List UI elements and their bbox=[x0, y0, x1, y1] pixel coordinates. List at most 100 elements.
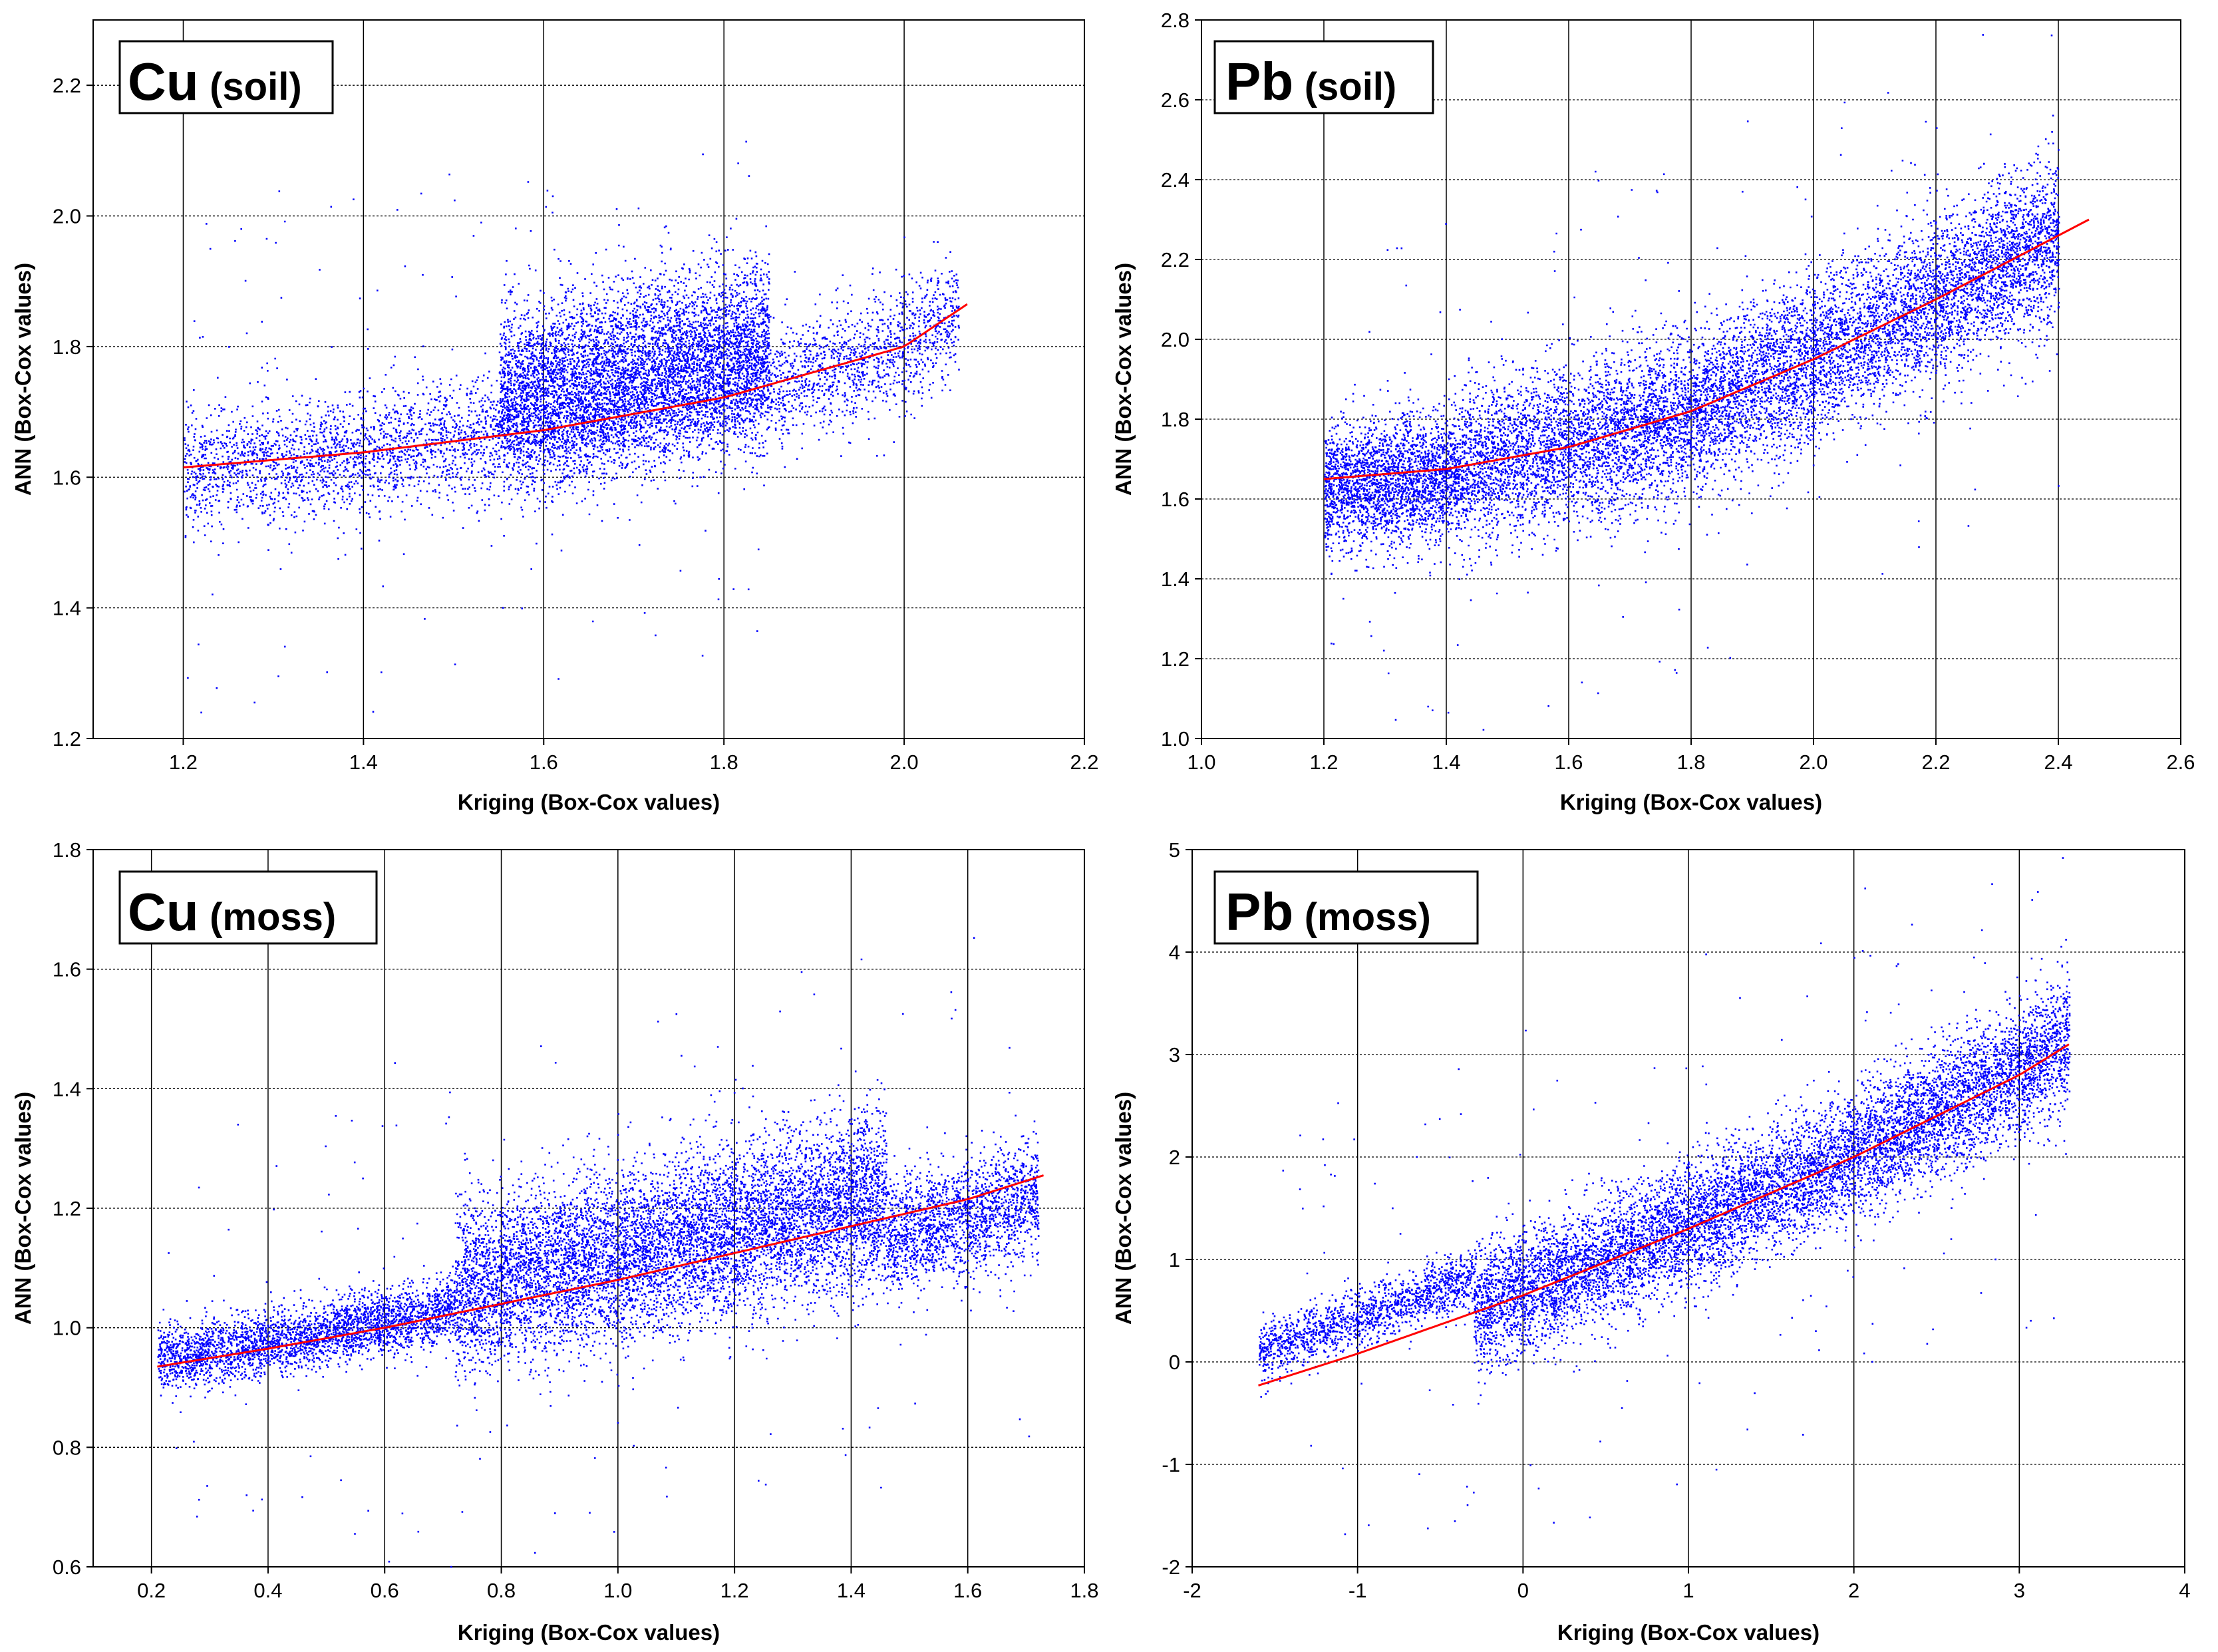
title-element: Cu bbox=[128, 52, 199, 111]
x-tick-label: 0 bbox=[1517, 1579, 1529, 1602]
grid-lines bbox=[1191, 849, 2185, 1568]
y-tick-label: 0.6 bbox=[53, 1556, 81, 1579]
x-tick-label: 1.6 bbox=[530, 750, 558, 774]
title-element: Pb bbox=[1225, 52, 1293, 111]
y-tick-label: 3 bbox=[1169, 1043, 1180, 1067]
x-tick-label: 2 bbox=[1848, 1579, 1859, 1602]
y-tick-label: 1.2 bbox=[53, 727, 81, 750]
y-tick-label: 1.8 bbox=[1161, 408, 1189, 431]
panel-pb-soil: 1.0 1.2 1.4 1.6 1.8 2.0 2.2 2.4 2.6 1.0 1.2 1.4 1.6 1… bbox=[1111, 9, 2195, 814]
y-tick-label: 0.8 bbox=[53, 1436, 81, 1459]
y-tick-label: 1.4 bbox=[53, 597, 81, 620]
x-tick-label: 0.4 bbox=[253, 1579, 282, 1602]
x-tick-label: 1.8 bbox=[710, 750, 738, 774]
y-axis-label: ANN (Box-Cox values) bbox=[11, 263, 35, 496]
y-tick-label: 1.8 bbox=[53, 335, 81, 359]
y-tick-label: 5 bbox=[1169, 838, 1180, 862]
fit-curve bbox=[1323, 218, 2090, 480]
y-tick-label: -1 bbox=[1162, 1453, 1180, 1476]
fit-curve-line bbox=[183, 303, 968, 468]
x-tick-label: 2.0 bbox=[890, 750, 919, 774]
panel-cu-soil: 1.2 1.4 1.6 1.8 2.0 2.2 1.2 1.4 1.6 1.8 2.0 2.2 Cu … bbox=[11, 19, 1099, 814]
fit-curve-line bbox=[157, 1174, 1044, 1368]
x-tick-label: 1.4 bbox=[837, 1579, 866, 1602]
title-medium: (soil) bbox=[1305, 65, 1397, 108]
x-tick-label: 0.8 bbox=[487, 1579, 516, 1602]
title-text: Cu (moss) bbox=[128, 882, 336, 941]
title-element: Pb bbox=[1225, 882, 1293, 941]
y-tick-label: 2.0 bbox=[53, 205, 81, 228]
y-tick-label: 0 bbox=[1169, 1351, 1180, 1374]
y-tick-label: 1.2 bbox=[53, 1197, 81, 1220]
title-box bbox=[1213, 870, 1479, 945]
y-axis-label: ANN (Box-Cox values) bbox=[1111, 263, 1136, 496]
plot-frame bbox=[92, 19, 1085, 739]
x-tick-label: 1.4 bbox=[349, 750, 378, 774]
x-tick-label: 2.0 bbox=[1799, 750, 1827, 774]
y-tick-label: 2.8 bbox=[1161, 9, 1189, 32]
x-tick-label: 2.2 bbox=[1070, 750, 1098, 774]
x-tick-label: 2.6 bbox=[2166, 750, 2195, 774]
grid-lines bbox=[93, 849, 1085, 1568]
tick-labels: -2 -1 0 1 2 3 4 -2 -1 0 1 2 3 4 5 bbox=[1162, 838, 2190, 1602]
y-tick-label: -2 bbox=[1162, 1556, 1180, 1579]
x-axis-label: Kriging (Box-Cox values) bbox=[1557, 1620, 1820, 1645]
y-tick-label: 2.2 bbox=[53, 74, 81, 97]
y-tick-label: 1.6 bbox=[53, 958, 81, 981]
y-tick-label: 1.6 bbox=[1161, 488, 1189, 511]
x-tick-label: -1 bbox=[1348, 1579, 1367, 1602]
x-tick-label: 2.2 bbox=[1921, 750, 1950, 774]
title-box bbox=[118, 40, 334, 114]
title-medium: (moss) bbox=[210, 896, 336, 939]
tick-labels: 1.0 1.2 1.4 1.6 1.8 2.0 2.2 2.4 2.6 1.0 1.2 1.4 1.6 1… bbox=[1161, 9, 2195, 774]
y-tick-label: 2.0 bbox=[1161, 328, 1189, 351]
x-tick-label: 1.8 bbox=[1070, 1579, 1098, 1602]
title-box bbox=[1213, 40, 1434, 114]
panel-pb-moss: -2 -1 0 1 2 3 4 -2 -1 0 1 2 3 4 5 Pb (moss) Kriging (B… bbox=[1111, 838, 2191, 1645]
fit-curve bbox=[183, 303, 968, 468]
title-medium: (moss) bbox=[1305, 896, 1431, 939]
x-tick-label: 1.0 bbox=[603, 1579, 632, 1602]
y-tick-label: 1.6 bbox=[53, 466, 81, 489]
x-tick-label: 1.8 bbox=[1676, 750, 1705, 774]
y-tick-label: 1.2 bbox=[1161, 647, 1189, 671]
x-axis-label: Kriging (Box-Cox values) bbox=[1560, 790, 1822, 814]
y-axis-label: ANN (Box-Cox values) bbox=[1111, 1092, 1136, 1325]
y-tick-label: 1.8 bbox=[53, 838, 81, 862]
x-tick-label: 1.2 bbox=[169, 750, 198, 774]
x-tick-label: -2 bbox=[1183, 1579, 1201, 1602]
panel-title-box: Cu (soil) bbox=[118, 40, 334, 114]
x-tick-label: 4 bbox=[2179, 1579, 2190, 1602]
fit-curve-line bbox=[1323, 218, 2090, 480]
x-axis-label: Kriging (Box-Cox values) bbox=[458, 790, 720, 814]
fit-curve bbox=[157, 1174, 1044, 1368]
panel-cu-moss: 0.2 0.4 0.6 0.8 1.0 1.2 1.4 1.6 1.8 0.6 0.8 1.0 1.2 1… bbox=[11, 838, 1099, 1645]
x-tick-label: 0.2 bbox=[137, 1579, 166, 1602]
x-tick-label: 1 bbox=[1682, 1579, 1694, 1602]
x-tick-label: 1.4 bbox=[1432, 750, 1460, 774]
panel-title-box: Cu (moss) bbox=[118, 870, 378, 945]
title-text: Cu (soil) bbox=[128, 52, 302, 111]
title-box bbox=[118, 870, 378, 945]
y-tick-label: 2.6 bbox=[1161, 88, 1189, 112]
y-tick-label: 2 bbox=[1169, 1146, 1180, 1169]
title-text: Pb (soil) bbox=[1225, 52, 1396, 111]
x-tick-label: 1.6 bbox=[953, 1579, 982, 1602]
x-axis-label: Kriging (Box-Cox values) bbox=[458, 1620, 720, 1645]
title-element: Cu bbox=[128, 882, 199, 941]
x-tick-label: 1.2 bbox=[720, 1579, 749, 1602]
x-tick-label: 1.6 bbox=[1554, 750, 1583, 774]
y-tick-label: 1 bbox=[1169, 1248, 1180, 1271]
tick-labels: 0.2 0.4 0.6 0.8 1.0 1.2 1.4 1.6 1.8 0.6 0.8 1.0 1.2 1… bbox=[53, 838, 1099, 1602]
y-tick-label: 2.4 bbox=[1161, 168, 1189, 192]
title-text: Pb (moss) bbox=[1225, 882, 1431, 941]
fit-curve-line bbox=[1258, 1043, 2070, 1387]
x-tick-label: 1.0 bbox=[1187, 750, 1215, 774]
y-tick-label: 1.0 bbox=[53, 1317, 81, 1340]
title-medium: (soil) bbox=[210, 65, 302, 108]
fit-curve bbox=[1258, 1043, 2070, 1387]
tick-labels: 1.2 1.4 1.6 1.8 2.0 2.2 1.2 1.4 1.6 1.8 2.0 2.2 bbox=[53, 74, 1099, 774]
y-tick-label: 1.4 bbox=[1161, 568, 1189, 591]
x-tick-label: 3 bbox=[2014, 1579, 2025, 1602]
